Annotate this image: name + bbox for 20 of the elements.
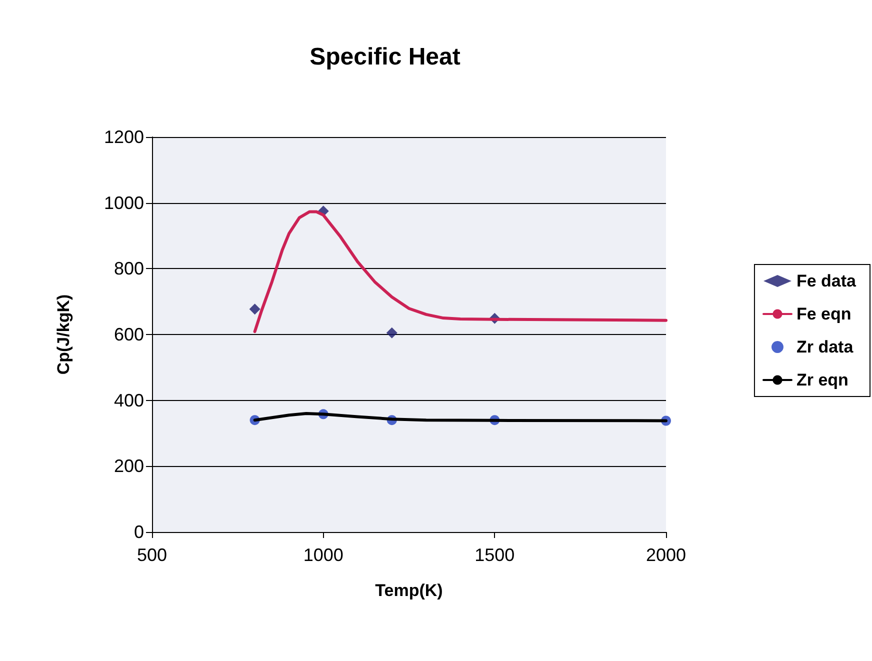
- y-tick-label: 200: [114, 456, 144, 476]
- y-tick-label: 1000: [104, 192, 144, 213]
- x-axis-title: Temp(K): [375, 581, 443, 600]
- x-tick-label: 1000: [303, 545, 344, 565]
- chart-title: Specific Heat: [310, 44, 460, 70]
- x-tick-label: 1500: [474, 545, 515, 565]
- y-tick-label: 0: [134, 522, 144, 542]
- point: [249, 304, 260, 315]
- y-tick-label: 400: [114, 390, 144, 410]
- y-tick-label: 600: [114, 324, 144, 344]
- x-tick-label: 500: [136, 545, 168, 565]
- y-tick-label: 1200: [104, 127, 144, 147]
- y-axis-title: Cp(J/kgK): [54, 294, 73, 375]
- legend-label: Fe eqn: [796, 304, 852, 324]
- legend-label: Fe data: [796, 272, 857, 290]
- point: [386, 327, 398, 338]
- x-tick-label: 2000: [646, 545, 686, 565]
- legend-label: Zr data: [796, 338, 854, 356]
- legend-label: Zr eqn: [796, 370, 848, 390]
- y-tick-label: 800: [114, 258, 144, 279]
